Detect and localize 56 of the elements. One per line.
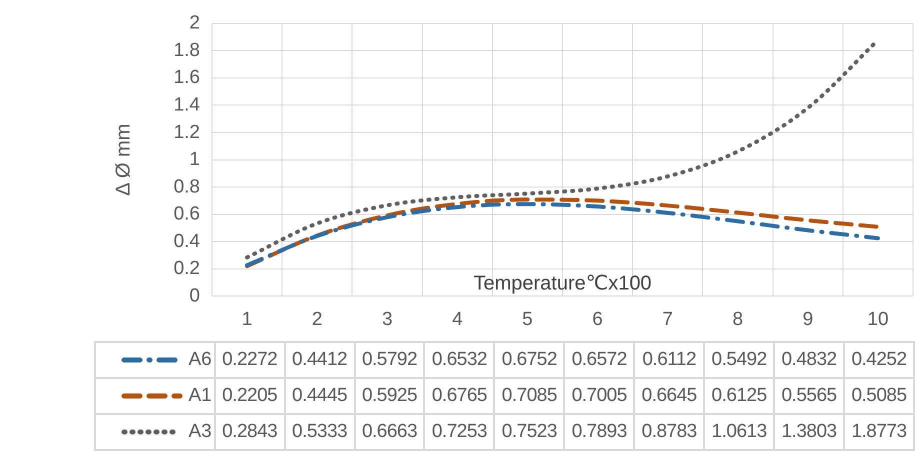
data-label: 0.6765 xyxy=(424,378,494,414)
data-label: 0.2843 xyxy=(214,414,285,450)
legend-label: A3 xyxy=(188,421,212,442)
data-label: 0.5085 xyxy=(844,378,914,414)
data-label: 0.2272 xyxy=(214,342,285,378)
y-tick-label: 0.8 xyxy=(174,176,200,198)
y-tick-label: 1 xyxy=(189,149,200,170)
data-label: 0.6125 xyxy=(704,378,774,414)
data-label: 0.4412 xyxy=(284,342,355,378)
data-label: 0.4445 xyxy=(284,378,355,414)
y-tick-label: 2 xyxy=(189,12,200,34)
x-tick-label: 8 xyxy=(732,308,744,330)
data-label: 0.7893 xyxy=(564,414,634,450)
legend-label: A6 xyxy=(188,349,212,370)
data-label: 0.6112 xyxy=(634,342,704,378)
data-label: 0.6663 xyxy=(354,414,424,450)
data-label: 0.7523 xyxy=(494,414,564,450)
data-label: 0.4832 xyxy=(774,342,844,378)
y-tick-label: 0.2 xyxy=(174,258,200,280)
x-tick-label: 3 xyxy=(382,308,393,330)
data-label: 0.5492 xyxy=(704,342,774,378)
legend-label: A1 xyxy=(188,385,212,406)
data-label: 0.7085 xyxy=(494,378,564,414)
y-tick-label: 0.6 xyxy=(174,204,200,225)
x-tick-label: 10 xyxy=(867,308,889,330)
x-tick-label: 1 xyxy=(242,308,252,330)
data-label: 0.2205 xyxy=(214,378,285,414)
data-label: 0.5333 xyxy=(284,414,355,450)
y-tick-label: 1.4 xyxy=(174,94,200,116)
data-label: 0.7005 xyxy=(564,378,634,414)
data-label: 1.8773 xyxy=(844,414,914,450)
x-tick-label: 7 xyxy=(662,308,673,330)
data-label: 0.6572 xyxy=(564,342,634,378)
x-axis-title: Temperature℃x100 xyxy=(473,272,652,295)
data-label: 0.7253 xyxy=(424,414,494,450)
data-label: 0.6532 xyxy=(424,342,494,378)
data-label: 0.4252 xyxy=(844,342,914,378)
y-tick-label: 0.4 xyxy=(174,230,200,252)
y-tick-label: 1.2 xyxy=(174,122,200,143)
data-label: 1.0613 xyxy=(704,414,774,450)
y-tick-label: 0 xyxy=(189,285,200,306)
x-tick-label: 4 xyxy=(452,308,464,330)
x-tick-label: 2 xyxy=(312,308,322,330)
data-label: 0.5925 xyxy=(354,378,424,414)
data-label: 0.5792 xyxy=(354,342,424,378)
data-label: 0.5565 xyxy=(774,378,844,414)
x-tick-label: 5 xyxy=(522,308,533,330)
x-tick-label: 9 xyxy=(802,308,814,330)
y-axis-title: Δ Ø mm xyxy=(112,124,135,196)
data-label: 0.6752 xyxy=(494,342,564,378)
y-tick-label: 1.6 xyxy=(174,67,200,88)
x-tick-label: 6 xyxy=(592,308,603,330)
data-label: 1.3803 xyxy=(774,414,844,450)
data-label: 0.6645 xyxy=(634,378,704,414)
y-tick-label: 1.8 xyxy=(174,40,200,61)
data-label: 0.8783 xyxy=(634,414,704,450)
